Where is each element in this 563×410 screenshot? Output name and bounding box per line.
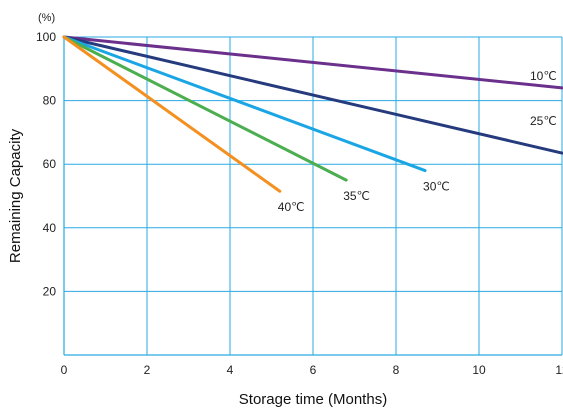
x-tick-label-0: 0 — [61, 363, 68, 377]
series-label-1: 10℃ — [530, 69, 557, 83]
x-tick-label-6: 6 — [310, 363, 317, 377]
x-tick-label-8: 8 — [393, 363, 400, 377]
grid — [63, 36, 563, 356]
y-axis-title: Remaining Capacity — [7, 128, 24, 263]
y-tick-label-100: 100 — [36, 30, 56, 44]
series-line-4 — [62, 35, 348, 182]
x-tick-label-2: 2 — [144, 363, 151, 377]
series-line-5 — [62, 35, 282, 193]
series-line-1 — [62, 35, 563, 90]
series-line-3 — [62, 35, 427, 173]
series-label-4: 35℃ — [343, 189, 370, 203]
y-tick-label-20: 20 — [43, 284, 57, 298]
tick-labels: 0 2 4 6 8 10 12 20 40 60 80 100 — [36, 30, 563, 377]
series-lines: 10℃ 25℃ 30℃ 35℃ 40℃ — [62, 35, 563, 214]
x-tick-label-4: 4 — [227, 363, 234, 377]
x-axis-title: Storage time (Months) — [239, 391, 387, 408]
y-tick-label-40: 40 — [43, 221, 57, 235]
y-tick-label-80: 80 — [43, 94, 57, 108]
series-label-5: 40℃ — [278, 200, 305, 214]
y-tick-label-60: 60 — [43, 157, 57, 171]
y-unit-label: (%) — [38, 12, 55, 24]
x-tick-label-10: 10 — [472, 363, 486, 377]
series-label-3: 30℃ — [423, 180, 450, 194]
series-label-2: 25℃ — [530, 114, 557, 128]
series-line-2 — [62, 35, 563, 155]
x-tick-label-12: 12 — [555, 363, 563, 377]
